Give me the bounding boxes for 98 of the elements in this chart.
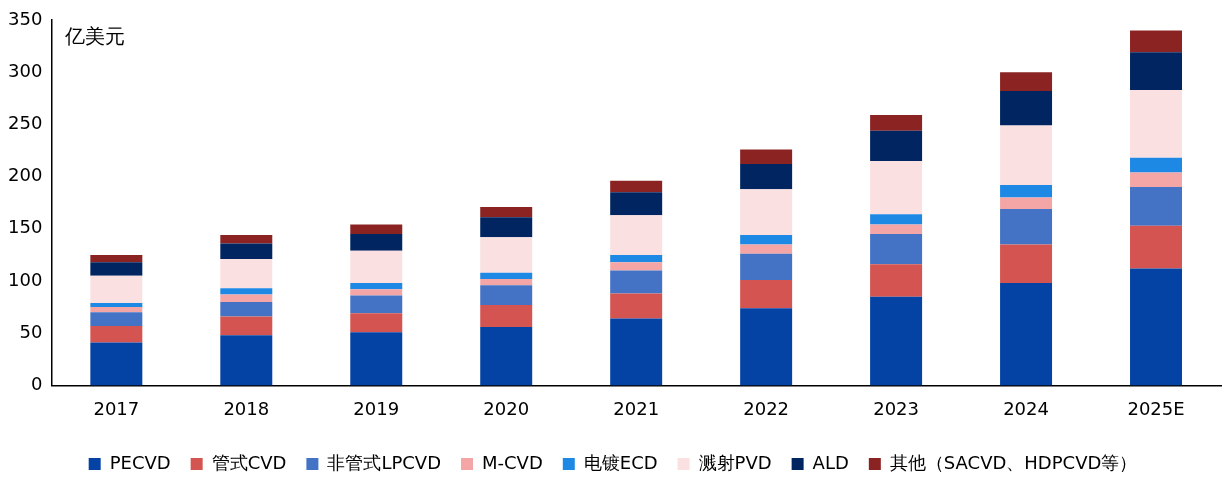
bar <box>480 278 533 286</box>
bar <box>220 301 273 317</box>
bar <box>90 302 143 308</box>
bar <box>220 243 273 260</box>
y-tick-label: 350 <box>8 7 43 29</box>
bar <box>870 264 923 297</box>
bar <box>610 293 663 319</box>
bar <box>220 259 273 289</box>
bar <box>610 215 663 255</box>
bar <box>870 214 923 225</box>
x-tick-label: 2021 <box>613 397 660 419</box>
y-tick-label: 250 <box>8 112 43 134</box>
bar <box>1000 72 1053 91</box>
bar <box>740 253 793 280</box>
y-tick-label: 100 <box>8 268 43 290</box>
bar <box>1130 30 1183 53</box>
x-tick-label: 2019 <box>353 397 400 419</box>
bar <box>1000 197 1053 209</box>
bar <box>740 244 793 254</box>
bar <box>870 115 923 131</box>
legend-label: 非管式LPCVD <box>327 451 442 473</box>
x-tick-label: 2025E <box>1127 397 1185 419</box>
bar <box>610 180 663 193</box>
legend-label: 溅射PVD <box>698 451 772 473</box>
x-tick-label: 2024 <box>1003 397 1049 419</box>
bar <box>350 224 403 235</box>
bar <box>220 316 273 336</box>
bar <box>350 234 403 251</box>
legend-label: 电镀ECD <box>583 451 658 473</box>
bar <box>1000 125 1053 185</box>
bar <box>610 318 663 386</box>
bar <box>610 262 663 271</box>
bar <box>1130 187 1183 226</box>
bar <box>220 288 273 295</box>
bar <box>870 296 923 386</box>
bar <box>350 313 403 333</box>
bar <box>870 224 923 235</box>
bar <box>90 342 143 386</box>
bar <box>1000 244 1053 284</box>
bar <box>740 235 793 245</box>
bar <box>220 335 273 386</box>
bar <box>610 270 663 294</box>
bar <box>1130 225 1183 269</box>
bar <box>1130 89 1183 158</box>
x-tick-label: 2022 <box>743 397 790 419</box>
bar <box>1130 268 1183 386</box>
bar <box>610 254 663 263</box>
x-tick-label: 2018 <box>223 397 270 419</box>
y-tick-label: 150 <box>8 216 43 238</box>
bar <box>90 262 143 276</box>
bar <box>480 237 533 273</box>
bar <box>480 217 533 238</box>
x-tick-label: 2023 <box>873 397 920 419</box>
bar <box>1130 157 1183 173</box>
x-tick-label: 2017 <box>93 397 140 419</box>
bar <box>870 130 923 161</box>
bar <box>740 189 793 236</box>
bar <box>1130 172 1183 188</box>
bar <box>1000 208 1053 245</box>
bar <box>870 234 923 265</box>
bar <box>1000 184 1053 198</box>
legend-label: PECVD <box>109 451 171 473</box>
y-tick-label: 300 <box>8 59 43 81</box>
legend-label: ALD <box>812 451 849 473</box>
y-tick-label: 200 <box>8 164 43 186</box>
bar <box>90 254 143 263</box>
bar <box>740 308 793 386</box>
y-axis-title: 亿美元 <box>64 24 126 49</box>
bar <box>220 235 273 244</box>
bar <box>1000 283 1053 386</box>
bar <box>740 279 793 309</box>
bar <box>350 289 403 296</box>
bar <box>220 294 273 302</box>
bar <box>740 149 793 165</box>
legend-label: M-CVD <box>482 451 543 473</box>
bar <box>90 275 143 303</box>
legend-label: 其他（SACVD、HDPCVD等） <box>889 451 1138 473</box>
x-tick-label: 2020 <box>483 397 530 419</box>
bar <box>480 326 533 386</box>
bar <box>350 283 403 290</box>
bar <box>480 285 533 306</box>
bar <box>90 325 143 343</box>
bar <box>480 305 533 327</box>
bar <box>350 332 403 386</box>
bar <box>870 160 923 215</box>
bar <box>350 295 403 314</box>
y-tick-label: 50 <box>19 320 43 342</box>
bar <box>1000 90 1053 126</box>
bar <box>480 272 533 279</box>
legend-label: 管式CVD <box>211 451 287 473</box>
bar <box>350 250 403 284</box>
bar <box>90 307 143 313</box>
bar <box>480 206 533 218</box>
bar <box>610 192 663 216</box>
y-tick-label: 0 <box>30 373 43 395</box>
bar <box>740 164 793 190</box>
bar <box>90 312 143 326</box>
bar <box>1130 52 1183 90</box>
